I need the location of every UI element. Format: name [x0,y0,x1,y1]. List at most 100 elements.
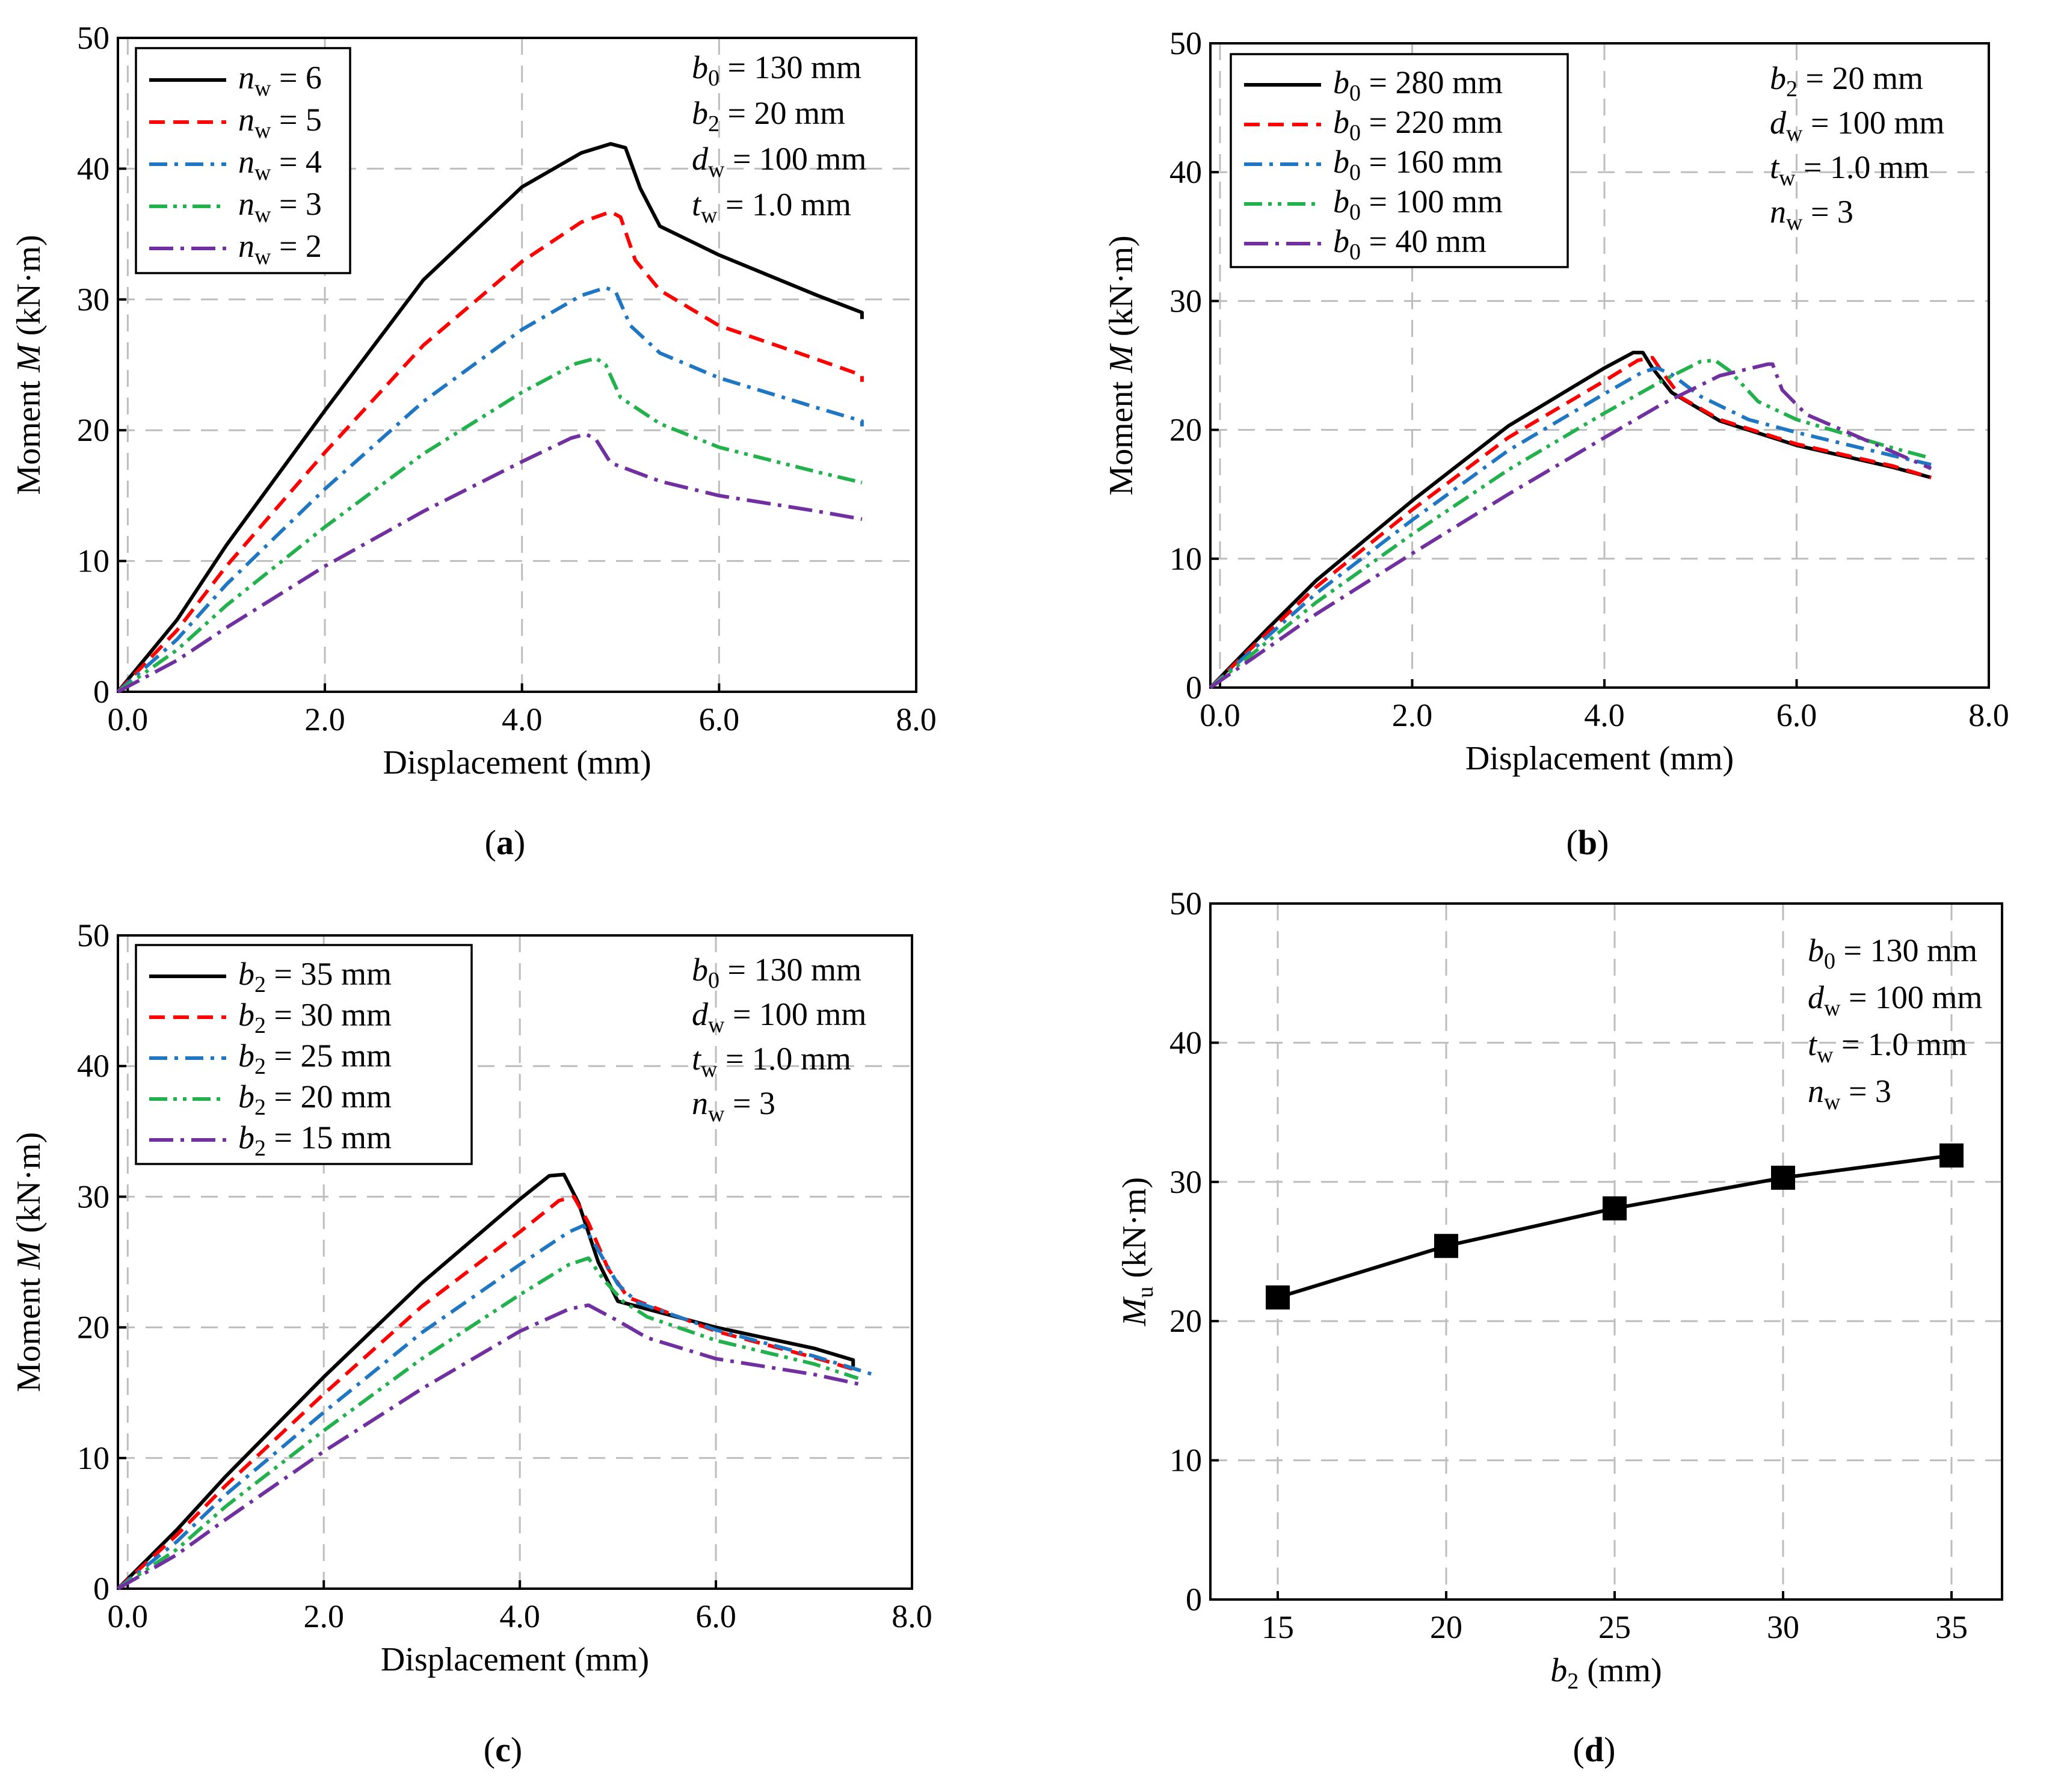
parameter-annotation: dw = 100 mm [1770,105,1944,146]
parameter-annotation: nw = 3 [692,1085,775,1127]
series-line [117,1303,864,1590]
legend-label: nw = 3 [238,186,322,227]
y-tick-label: 10 [1169,541,1202,577]
legend-label: nw = 4 [238,144,322,185]
y-tick-label: 50 [1169,25,1202,61]
series-line [116,1195,854,1590]
y-tick-label: 40 [1169,1024,1202,1061]
y-tick-label: 10 [1169,1443,1202,1479]
series-line [117,1256,859,1590]
y-tick-label: 0 [93,674,109,710]
x-tick-label: 30 [1767,1609,1799,1645]
series-line [116,1172,855,1590]
series-line [117,1224,873,1590]
y-axis-label: Moment M (kN·m) [1103,235,1140,495]
x-tick-label: 0.0 [108,1598,149,1634]
parameter-annotation: b0 = 130 mm [1808,932,1977,974]
y-tick-label: 40 [77,1048,109,1084]
x-tick-label: 4.0 [502,701,543,737]
x-tick-label: 25 [1598,1609,1631,1645]
series-line [1209,366,1932,689]
x-tick-label: 0.0 [108,701,149,737]
x-tick-label: 4.0 [1584,697,1625,733]
y-tick-label: 20 [77,1310,109,1346]
x-tick-label: 6.0 [1776,697,1817,733]
parameter-annotation: b2 = 20 mm [692,95,845,137]
x-tick-label: 6.0 [695,1598,736,1634]
x-tick-label: 35 [1935,1609,1968,1645]
parameter-annotation: b2 = 20 mm [1770,60,1923,102]
chart-panel-c: 0.0 2.0 4.0 6.0 8.0 0 10 20 30 40 50 Displacement (… [10,917,932,1769]
x-axis-label: Displacement (mm) [383,744,651,781]
legend-label: b0 = 280 mm [1333,64,1503,106]
chart-panel-b: 0.0 2.0 4.0 6.0 8.0 0 10 20 30 40 50 Displacement (… [1103,25,2009,862]
y-tick-label: 10 [77,543,109,579]
y-tick-label: 0 [1186,670,1202,706]
data-point-marker [1266,1285,1290,1310]
legend-label: nw = 5 [238,102,322,143]
y-axis-label: Moment M (kN·m) [10,235,48,494]
panel-caption: (a) [485,823,526,862]
y-tick-label: 20 [77,412,109,448]
y-tick-label: 50 [77,20,109,56]
legend-box [1230,53,1569,268]
series-line [117,356,863,694]
x-tick-label: 15 [1262,1609,1294,1645]
data-point-marker [1434,1234,1458,1258]
legend: nw = 6nw = 5nw = 4nw = 3nw = 2 [135,47,351,274]
x-tick-label: 4.0 [499,1598,540,1634]
y-tick-label: 20 [1169,1303,1202,1339]
panel-caption: (b) [1567,823,1609,862]
legend-label: b2 = 20 mm [238,1079,392,1120]
x-tick-label: 0.0 [1200,697,1240,733]
parameter-annotation: dw = 100 mm [692,996,866,1038]
legend-label: b2 = 35 mm [238,956,392,997]
series-line [1209,362,1932,689]
data-point-marker [1771,1165,1795,1190]
panel-caption: (d) [1573,1730,1616,1769]
x-axis-label: b2 (mm) [1550,1652,1662,1694]
y-axis-label: Moment M (kN·m) [10,1132,48,1392]
legend-label: b0 = 160 mm [1333,144,1503,185]
y-tick-label: 20 [1169,412,1202,448]
plot-frame [117,934,913,1590]
legend-label: b2 = 25 mm [238,1038,392,1079]
y-tick-label: 50 [77,917,109,953]
parameter-annotation: tw = 1.0 mm [692,186,851,228]
parameter-annotation: dw = 100 mm [692,141,866,182]
x-tick-label: 8.0 [1968,697,2009,733]
parameter-annotation: nw = 3 [1808,1073,1891,1115]
y-tick-label: 40 [77,150,109,186]
y-tick-label: 0 [93,1571,109,1607]
series-line [117,432,863,694]
x-tick-label: 8.0 [892,1598,932,1634]
panel-caption: (c) [484,1730,522,1769]
legend-label: b2 = 15 mm [238,1119,392,1161]
legend-box [135,944,473,1165]
parameter-annotation: dw = 100 mm [1808,979,1982,1021]
x-tick-label: 6.0 [699,701,740,737]
y-tick-label: 0 [1186,1581,1202,1618]
x-tick-label: 2.0 [304,701,345,737]
y-tick-label: 30 [77,282,109,318]
y-tick-label: 40 [1169,154,1202,190]
data-point-marker [1603,1196,1627,1221]
data-point-marker [1939,1143,1964,1168]
plot-frame [117,37,917,693]
legend-label: nw = 6 [238,60,322,101]
legend-label: b0 = 100 mm [1333,183,1503,225]
legend-label: b0 = 220 mm [1333,104,1503,146]
y-tick-label: 30 [1169,283,1202,319]
series-line [1209,358,1932,689]
legend-label: nw = 2 [238,228,322,269]
plot-frame [1209,42,1990,689]
series-line [117,286,864,694]
series-line [116,210,864,694]
legend-box [135,47,351,274]
legend-label: b2 = 30 mm [238,997,392,1038]
series-line [1209,351,1932,689]
y-tick-label: 30 [77,1178,109,1215]
y-tick-label: 30 [1169,1164,1202,1200]
